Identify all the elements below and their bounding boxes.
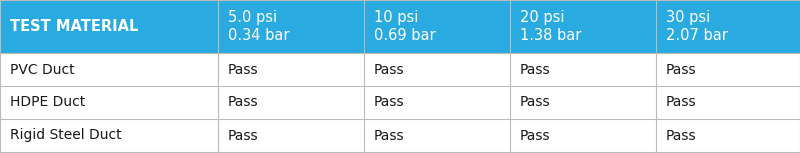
Bar — [510, 53, 656, 86]
Text: Pass: Pass — [520, 62, 550, 76]
Bar — [364, 119, 510, 152]
Text: Pass: Pass — [520, 95, 550, 110]
Text: HDPE Duct: HDPE Duct — [10, 95, 86, 110]
Bar — [656, 53, 800, 86]
Bar — [218, 0, 364, 53]
Text: 10 psi
0.69 bar: 10 psi 0.69 bar — [374, 10, 436, 43]
Bar — [364, 0, 510, 53]
Bar — [510, 119, 656, 152]
Text: Pass: Pass — [228, 62, 258, 76]
Text: Rigid Steel Duct: Rigid Steel Duct — [10, 129, 122, 142]
Text: Pass: Pass — [374, 95, 405, 110]
Bar — [0, 119, 218, 152]
Text: Pass: Pass — [228, 95, 258, 110]
Text: Pass: Pass — [520, 129, 550, 142]
Bar — [218, 53, 364, 86]
Bar — [364, 53, 510, 86]
Text: Pass: Pass — [666, 129, 697, 142]
Text: 5.0 psi
0.34 bar: 5.0 psi 0.34 bar — [228, 10, 290, 43]
Bar — [218, 86, 364, 119]
Text: Pass: Pass — [374, 129, 405, 142]
Bar — [0, 0, 218, 53]
Bar — [0, 53, 218, 86]
Bar — [656, 0, 800, 53]
Text: Pass: Pass — [374, 62, 405, 76]
Bar — [510, 86, 656, 119]
Text: PVC Duct: PVC Duct — [10, 62, 74, 76]
Bar — [656, 86, 800, 119]
Bar — [218, 119, 364, 152]
Bar — [656, 119, 800, 152]
Text: TEST MATERIAL: TEST MATERIAL — [10, 19, 138, 34]
Bar — [510, 0, 656, 53]
Text: 20 psi
1.38 bar: 20 psi 1.38 bar — [520, 10, 582, 43]
Bar — [0, 86, 218, 119]
Text: Pass: Pass — [228, 129, 258, 142]
Text: Pass: Pass — [666, 95, 697, 110]
Text: Pass: Pass — [666, 62, 697, 76]
Text: 30 psi
2.07 bar: 30 psi 2.07 bar — [666, 10, 728, 43]
Bar — [364, 86, 510, 119]
